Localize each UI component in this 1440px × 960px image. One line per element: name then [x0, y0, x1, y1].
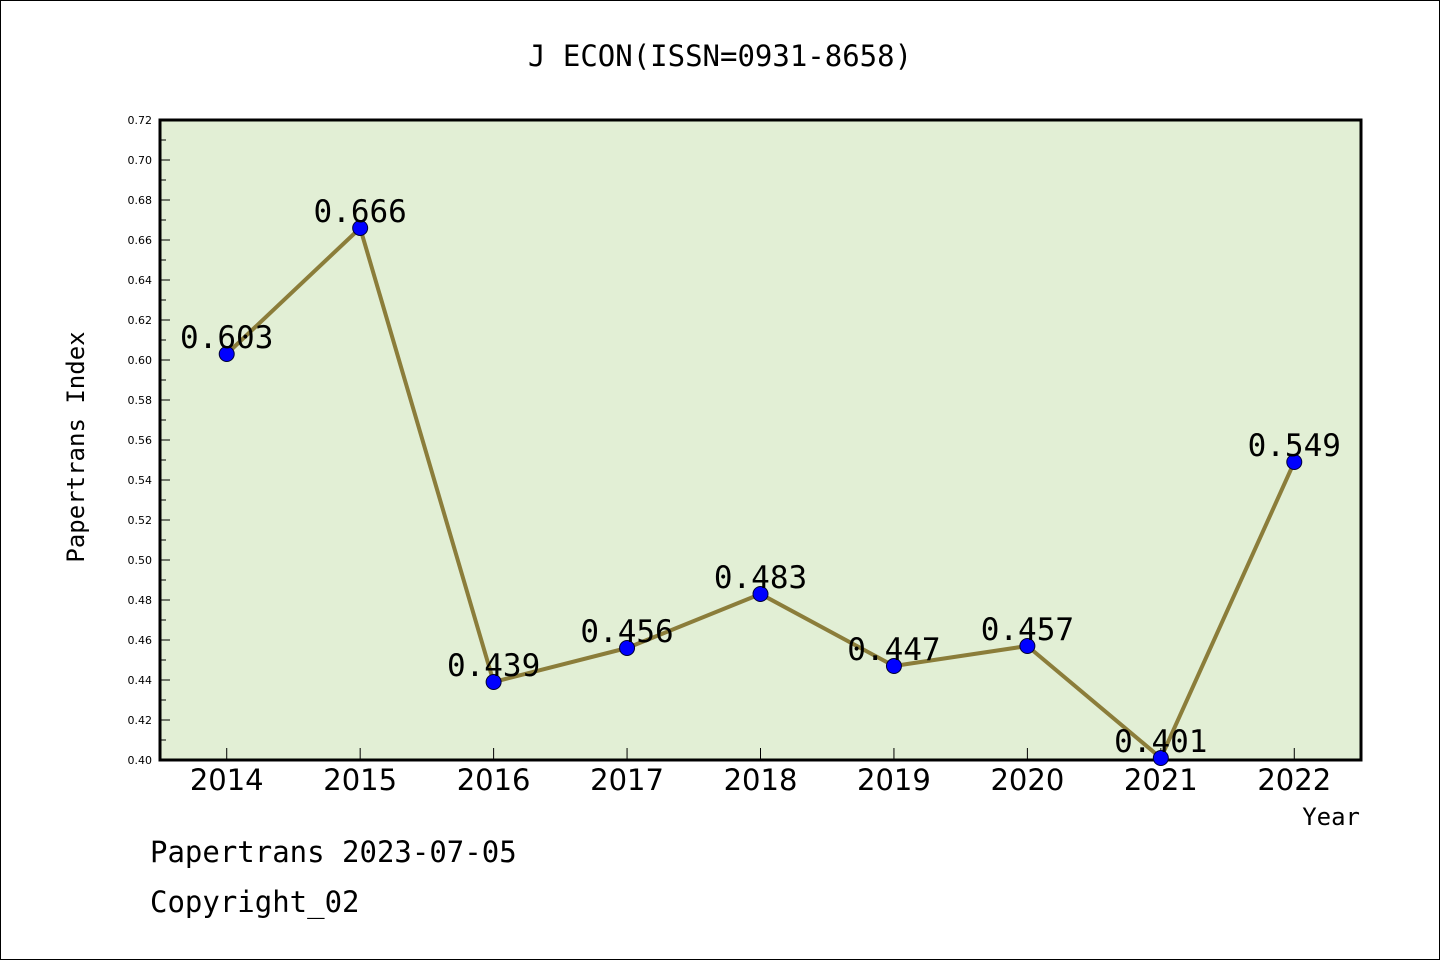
y-tick-label: 0.68	[128, 194, 153, 207]
data-point	[752, 586, 769, 602]
data-label: 0.549	[1248, 428, 1341, 464]
data-label: 0.439	[447, 648, 540, 684]
series-layer: 0.603 0.666 0.439 0.456 0.483 0.447 0.457 0.401…	[180, 194, 1341, 766]
x-axis-label: Year	[1302, 803, 1360, 831]
x-tick-label: 2017	[590, 763, 664, 797]
x-tick-label: 2016	[457, 763, 531, 797]
y-tick-label: 0.66	[128, 234, 153, 247]
data-point	[485, 674, 502, 690]
y-tick-label: 0.52	[128, 514, 153, 527]
y-tick-label: 0.56	[128, 434, 153, 447]
y-tick-label: 0.70	[128, 154, 153, 167]
y-tick-label: 0.60	[128, 354, 153, 367]
y-tick-label: 0.62	[128, 314, 153, 327]
x-tick-label: 2018	[724, 763, 798, 797]
data-label: 0.456	[580, 614, 673, 650]
y-tick-label: 0.42	[128, 714, 153, 727]
y-tick-label: 0.64	[128, 274, 153, 287]
data-point	[218, 346, 235, 362]
data-point	[352, 220, 369, 236]
chart-title: J ECON(ISSN=0931-8658)	[528, 39, 912, 73]
y-tick-label: 0.44	[128, 674, 153, 687]
footer-date: Papertrans 2023-07-05	[150, 835, 517, 869]
x-tick-label: 2014	[190, 763, 264, 797]
data-label: 0.457	[981, 612, 1074, 648]
data-label: 0.666	[314, 194, 407, 230]
x-tick-label: 2022	[1257, 763, 1331, 797]
data-point	[619, 640, 636, 656]
y-tick-label: 0.48	[128, 594, 153, 607]
x-axis: 2014 2015 2016 2017 2018 2019 2020 2021 2022	[190, 748, 1331, 797]
y-tick-label: 0.54	[128, 474, 153, 487]
y-axis-label: Papertrans Index	[62, 331, 90, 562]
data-point	[1019, 638, 1036, 654]
x-tick-label: 2020	[990, 763, 1064, 797]
data-label: 0.483	[714, 560, 807, 596]
y-tick-label: 0.58	[128, 394, 153, 407]
data-point	[1152, 750, 1169, 766]
x-tick-label: 2019	[857, 763, 931, 797]
data-label: 0.401	[1114, 724, 1207, 760]
data-label: 0.603	[180, 320, 273, 356]
data-point	[885, 658, 902, 674]
data-label: 0.447	[847, 632, 940, 668]
footer-copyright: Copyright_02	[150, 885, 360, 919]
y-tick-label: 0.46	[128, 634, 153, 647]
y-axis: 0.40 0.42 0.44 0.46 0.48 0.50 0.52 0.54 0.56 0.58…	[128, 114, 170, 767]
y-tick-label: 0.40	[128, 754, 153, 767]
data-point	[1286, 454, 1303, 470]
y-tick-label: 0.50	[128, 554, 153, 567]
x-tick-label: 2015	[323, 763, 397, 797]
y-tick-label: 0.72	[128, 114, 153, 127]
x-tick-label: 2021	[1124, 763, 1198, 797]
